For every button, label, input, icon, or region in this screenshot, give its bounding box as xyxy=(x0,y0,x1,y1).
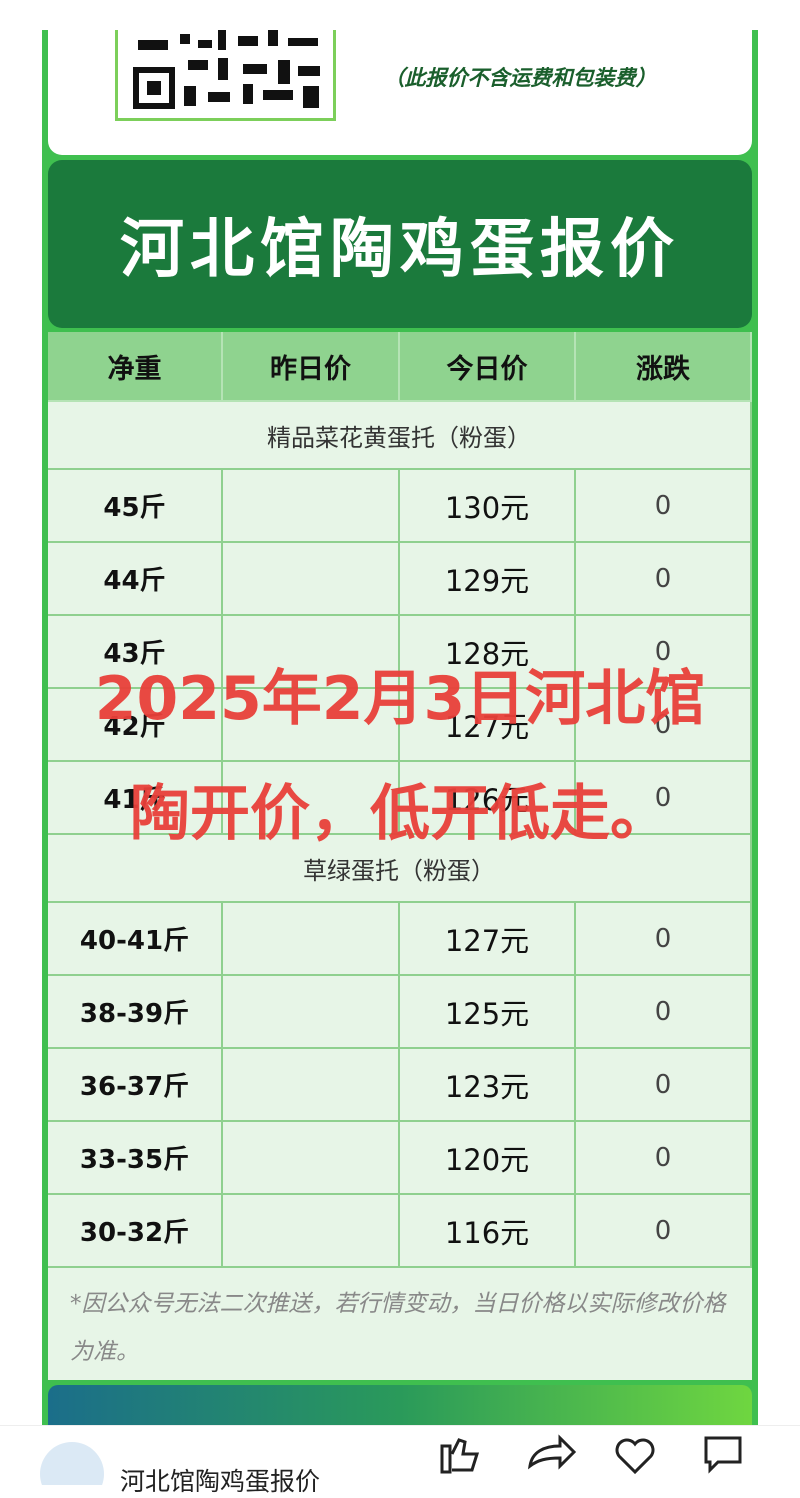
weight-cell: 38-39斤 xyxy=(48,976,223,1049)
weight-cell: 36-37斤 xyxy=(48,1049,223,1122)
like-icon[interactable] xyxy=(440,1438,480,1474)
change-cell: 0 xyxy=(576,1049,752,1122)
change-cell: 0 xyxy=(576,1122,752,1195)
weight-cell: 30-32斤 xyxy=(48,1195,223,1268)
weight-cell: 33-35斤 xyxy=(48,1122,223,1195)
banner xyxy=(48,1385,752,1425)
yesterday-cell xyxy=(223,903,400,976)
weight-cell: 41斤 xyxy=(48,762,223,835)
price-cell: 116元 xyxy=(400,1195,576,1268)
qr-finder xyxy=(133,67,175,109)
change-cell: 0 xyxy=(576,470,752,543)
price-cell: 128元 xyxy=(400,616,576,689)
weight-cell: 42斤 xyxy=(48,689,223,762)
change-cell: 0 xyxy=(576,1195,752,1268)
avatar[interactable] xyxy=(40,1442,104,1498)
price-cell: 127元 xyxy=(400,903,576,976)
yesterday-cell xyxy=(223,470,400,543)
overlay-text: 2025年2月3日河北馆 xyxy=(94,664,706,734)
change-cell: 0 xyxy=(576,903,752,976)
header-cell: 涨跌 xyxy=(576,332,752,402)
price-cell: 125元 xyxy=(400,976,576,1049)
yesterday-cell xyxy=(223,1049,400,1122)
qr-pattern xyxy=(133,30,320,109)
section-row: 精品菜花黄蛋托（粉蛋） xyxy=(48,402,752,470)
yesterday-cell xyxy=(223,1195,400,1268)
price-cell: 127元 xyxy=(400,689,576,762)
table-title: 河北馆陶鸡蛋报价 xyxy=(48,160,752,328)
yesterday-cell xyxy=(223,762,400,835)
price-cell: 123元 xyxy=(400,1049,576,1122)
qr-finder xyxy=(147,81,161,95)
weight-cell: 43斤 xyxy=(48,616,223,689)
footnote: *因公众号无法二次推送，若行情变动，当日价格以实际修改价格为准。 xyxy=(70,1291,726,1365)
comment-icon[interactable] xyxy=(704,1436,742,1474)
yesterday-cell xyxy=(223,1122,400,1195)
weight-cell: 45斤 xyxy=(48,470,223,543)
price-cell: 120元 xyxy=(400,1122,576,1195)
yesterday-cell xyxy=(223,616,400,689)
share-icon[interactable] xyxy=(527,1434,577,1470)
qr-code xyxy=(115,30,336,121)
header-cell: 净重 xyxy=(48,332,223,402)
qr-modules xyxy=(138,30,320,108)
price-note: （此报价不含运费和包装费） xyxy=(383,66,657,90)
change-cell: 0 xyxy=(576,689,752,762)
header-cell: 昨日价 xyxy=(223,332,400,402)
change-cell: 0 xyxy=(576,762,752,835)
price-cell: 126元 xyxy=(400,762,576,835)
weight-cell: 40-41斤 xyxy=(48,903,223,976)
favorite-icon[interactable] xyxy=(615,1438,655,1475)
yesterday-cell xyxy=(223,543,400,616)
change-cell: 0 xyxy=(576,543,752,616)
weight-cell: 44斤 xyxy=(48,543,223,616)
price-table: 净重 昨日价 今日价 涨跌 精品菜花黄蛋托（粉蛋） 45斤 130元 0 44斤 129元 0 43斤… xyxy=(48,332,752,1380)
price-cell: 129元 xyxy=(400,543,576,616)
change-cell: 0 xyxy=(576,976,752,1049)
yesterday-cell xyxy=(223,976,400,1049)
change-cell: 0 xyxy=(576,616,752,689)
yesterday-cell xyxy=(223,689,400,762)
price-cell: 130元 xyxy=(400,470,576,543)
header-cell: 今日价 xyxy=(400,332,576,402)
overlay-text: 陶开价，低开低走。 xyxy=(130,779,670,849)
account-name[interactable]: 河北馆陶鸡蛋报价 xyxy=(120,1467,321,1496)
section-row: 草绿蛋托（粉蛋） xyxy=(48,835,752,903)
